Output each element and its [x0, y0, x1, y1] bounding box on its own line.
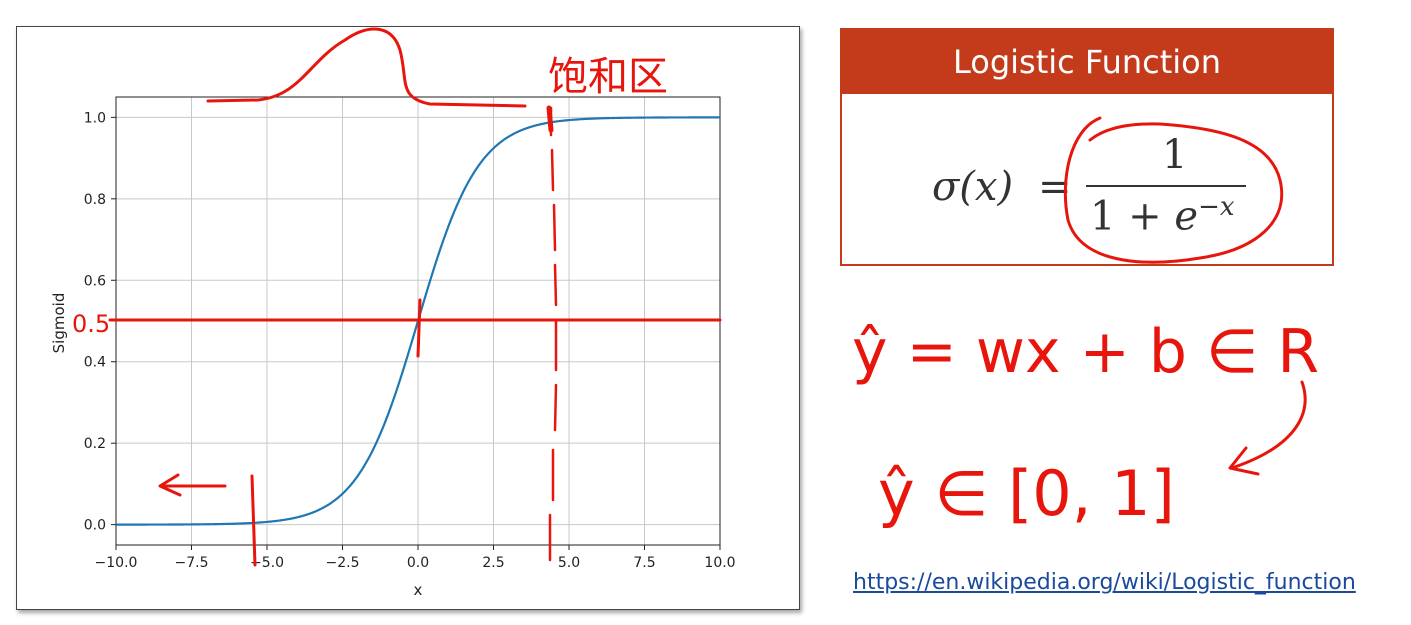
ink-equation-1: ŷ = wx + b ∈ R — [852, 317, 1319, 387]
den-exponent: −x — [1198, 192, 1235, 222]
y-axis-label: Sigmoid — [50, 293, 68, 354]
formula-equals: = — [1038, 164, 1072, 210]
y-tick-label: 0.0 — [84, 518, 106, 534]
den-plus: + — [1115, 193, 1175, 240]
formula-lhs: σ(x) — [932, 164, 1014, 210]
x-tick-label: 2.5 — [482, 555, 504, 571]
y-tick-label: 1.0 — [84, 110, 106, 126]
ink-equation-2: ŷ ∈ [0, 1] — [878, 457, 1175, 530]
logistic-function-card: Logistic Function σ(x) = 1 1 + e−x — [840, 28, 1334, 266]
y-tick-label: 0.8 — [84, 192, 106, 208]
fraction-bar — [1086, 185, 1246, 187]
ink-curved-arrow — [1228, 380, 1307, 476]
plot-frame: −10.0 −7.5 −5.0 −2.5 0.0 2.5 5.0 7.5 10.0 0.0 0.2 0… — [16, 26, 800, 610]
x-tick-label: −7.5 — [175, 555, 209, 571]
formula-denominator: 1 + e−x — [1090, 192, 1235, 239]
x-tick-label: −10.0 — [95, 555, 138, 571]
x-tick-label: 10.0 — [704, 555, 735, 571]
x-tick-label: −2.5 — [326, 555, 360, 571]
x-tick-label: 0.0 — [407, 555, 429, 571]
x-tick-label: 5.0 — [558, 555, 580, 571]
formula-card-title: Logistic Function — [842, 30, 1332, 94]
wikipedia-link[interactable]: https://en.wikipedia.org/wiki/Logistic_f… — [853, 570, 1356, 595]
y-tick-label: 0.6 — [84, 273, 106, 289]
y-tick-label: 0.4 — [84, 355, 106, 371]
x-tick-label: 7.5 — [633, 555, 655, 571]
formula-numerator: 1 — [1162, 132, 1188, 178]
den-e: e — [1174, 193, 1199, 240]
y-tick-label: 0.2 — [84, 436, 106, 452]
formula-body: σ(x) = 1 1 + e−x — [842, 94, 1332, 266]
sigmoid-chart: −10.0 −7.5 −5.0 −2.5 0.0 2.5 5.0 7.5 10.0 0.0 0.2 0… — [50, 96, 736, 599]
den-one: 1 — [1090, 193, 1116, 240]
x-axis-label: x — [414, 581, 423, 599]
x-tick-label: −5.0 — [250, 555, 284, 571]
